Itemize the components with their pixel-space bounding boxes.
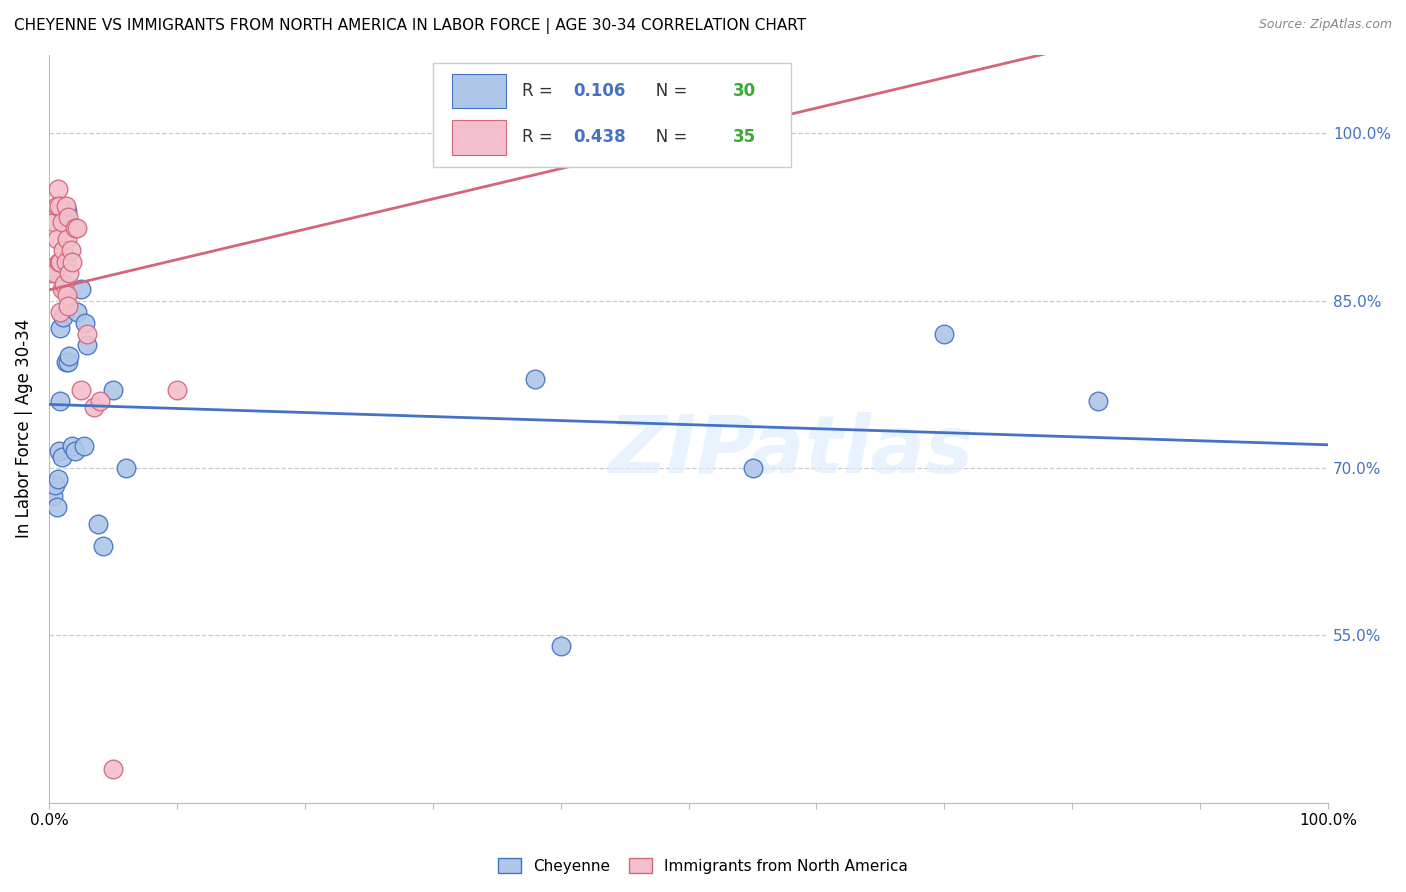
Point [42,215,65,229]
Point [73,316,96,330]
Point [66,304,89,318]
Point [56,355,79,369]
Point [42,489,65,503]
Point [45,232,67,246]
Point [41,266,63,280]
Point [76,338,98,352]
Point [56,204,79,219]
Point [63,221,86,235]
Point [60,254,83,268]
Point [63,444,86,458]
Point [101,383,124,397]
Point [48,254,70,268]
Point [524,371,547,385]
Point [48,444,70,458]
Point [530,126,553,140]
Point [1087,393,1109,408]
Point [51,215,73,229]
Point [600,126,623,140]
Point [56,299,79,313]
Point [66,221,89,235]
Point [49,321,72,335]
Point [55,254,77,268]
Point [166,383,188,397]
Point [52,310,75,325]
Point [46,182,69,196]
FancyBboxPatch shape [433,62,792,167]
Point [51,450,73,464]
Legend: Cheyenne, Immigrants from North America: Cheyenne, Immigrants from North America [492,852,914,880]
Point [45,500,67,514]
Text: 35: 35 [734,128,756,146]
Text: 30: 30 [734,82,756,100]
Point [46,472,69,486]
Point [45,199,67,213]
Point [741,461,763,475]
Text: 0.438: 0.438 [574,128,626,146]
Point [114,461,136,475]
Point [49,254,72,268]
Point [44,266,66,280]
Point [52,244,75,258]
FancyBboxPatch shape [451,74,506,108]
Point [83,400,105,414]
Point [53,282,76,296]
Text: CHEYENNE VS IMMIGRANTS FROM NORTH AMERICA IN LABOR FORCE | AGE 30-34 CORRELATION: CHEYENNE VS IMMIGRANTS FROM NORTH AMERIC… [14,18,806,34]
Point [934,326,956,341]
Text: R =: R = [522,128,558,146]
Point [49,393,72,408]
Point [42,260,65,274]
Point [44,477,66,491]
Text: N =: N = [640,128,693,146]
FancyBboxPatch shape [451,120,506,154]
Point [55,355,77,369]
Point [58,266,80,280]
Point [86,516,108,531]
Point [51,282,73,296]
Point [72,439,94,453]
Y-axis label: In Labor Force | Age 30-34: In Labor Force | Age 30-34 [15,319,32,539]
Point [58,349,80,363]
Point [60,439,83,453]
Text: 0.106: 0.106 [574,82,626,100]
Point [48,199,70,213]
Point [91,539,114,553]
Point [55,199,77,213]
Text: R =: R = [522,82,558,100]
Text: Source: ZipAtlas.com: Source: ZipAtlas.com [1258,18,1392,31]
Point [70,282,93,296]
Text: N =: N = [640,82,693,100]
Point [53,277,76,291]
Point [56,232,79,246]
Point [101,762,124,776]
Point [70,383,93,397]
Point [59,244,82,258]
Point [524,126,547,140]
Point [56,288,79,302]
Point [76,326,98,341]
Text: ZIPatlas: ZIPatlas [609,412,973,491]
Point [550,640,572,654]
Point [89,393,111,408]
Point [49,304,72,318]
Point [56,210,79,224]
